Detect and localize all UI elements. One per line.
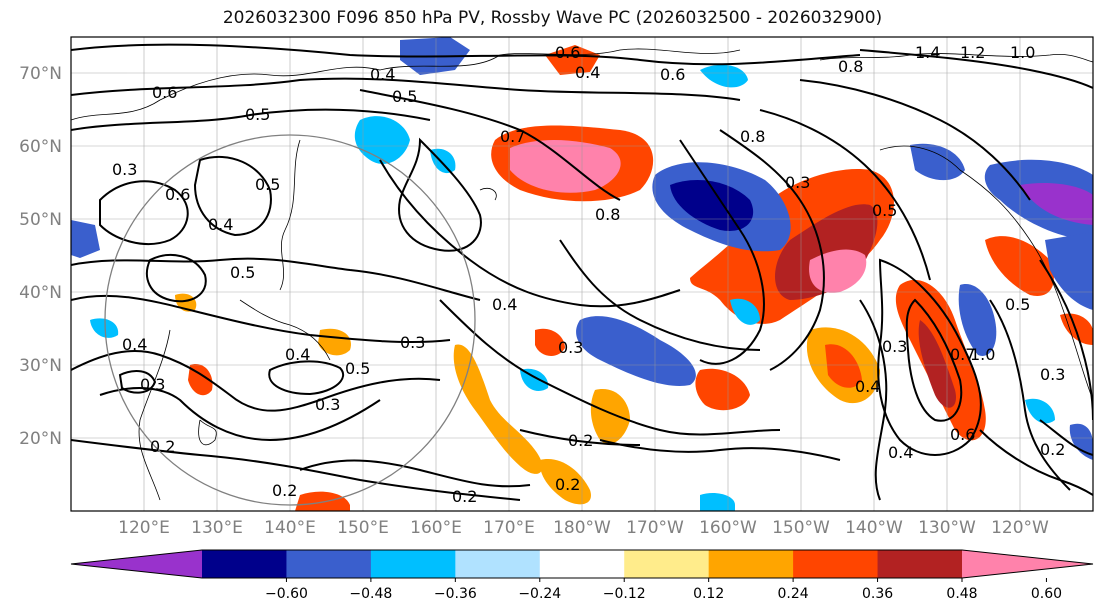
contour-label: 0.5 [872,201,897,220]
lon-label: 120°W [991,518,1049,538]
contour-label: 0.5 [1005,295,1030,314]
contour-label: 0.3 [558,338,583,357]
colorbar-segment [624,550,710,578]
colorbar-outline [70,549,1094,579]
graticule [71,37,1093,511]
lon-label: 180°W [553,518,611,538]
contour-label: 0.5 [392,87,417,106]
contour-label: 0.5 [245,105,270,124]
contour-label: 0.2 [272,481,297,500]
contour-label: 0.3 [400,333,425,352]
lon-label: 140°W [845,518,903,538]
colorbar-extend-low [71,550,202,578]
colorbar-extend-high [962,550,1093,578]
pv-shading-layer [71,37,1093,511]
lon-label: 160°E [410,518,462,538]
colorbar-tick-label: −0.36 [434,586,477,602]
colorbar-segment [708,550,794,578]
contour-label: 0.4 [492,295,517,314]
contour-label: 0.4 [208,215,233,234]
contour-label: 0.2 [568,431,593,450]
colorbar-tick-label: 0.24 [778,586,809,602]
contour-label: 0.4 [285,345,310,364]
pv-contours [71,43,1093,501]
lon-label: 160°W [699,518,757,538]
contour-label: 0.3 [315,395,340,414]
contour-label: 0.5 [345,359,370,378]
contour-label: 0.2 [150,437,175,456]
contour-label: 0.6 [152,83,177,102]
contour-label: 0.8 [838,57,863,76]
lat-label: 30°N [19,356,62,376]
lat-label: 60°N [19,137,62,157]
contour-label: 0.6 [165,185,190,204]
lon-label: 120°E [118,518,170,538]
contour-label: 0.3 [1040,365,1065,384]
contour-label: 0.4 [888,443,913,462]
contour-label: 0.4 [122,335,147,354]
colorbar-tick-label: −0.60 [265,586,308,602]
colorbar-segment [455,550,541,578]
contour-label: 1.2 [960,43,985,62]
lat-label: 70°N [19,64,62,84]
latitude-labels: 70°N 60°N 50°N 40°N 30°N 20°N [19,64,62,449]
contour-labels: 0.6 0.4 0.6 1.4 1.2 1.0 0.8 0.4 0.5 0.6 … [112,43,1065,506]
map-frame [70,36,1094,512]
contour-label: 0.8 [740,127,765,146]
colorbar-segment [370,550,456,578]
contour-label: 0.8 [595,205,620,224]
lat-label: 50°N [19,210,62,230]
colorbar-tick-label: −0.12 [603,586,646,602]
contour-label: 0.7 [950,345,975,364]
contour-label: 1.0 [970,345,995,364]
colorbar: −0.60 −0.48 −0.36 −0.24 −0.12 0.12 0.24 0.36 0.4… [70,549,1094,602]
colorbar-tick-label: −0.24 [518,586,561,602]
colorbar-segment [793,550,879,578]
contour-label: 0.4 [575,63,600,82]
contour-label: 0.4 [855,377,880,396]
contour-label: 0.2 [555,475,580,494]
lon-label: 170°E [483,518,535,538]
lon-label: 150°E [337,518,389,538]
colorbar-segment [286,550,372,578]
lon-label: 130°W [918,518,976,538]
lat-label: 20°N [19,429,62,449]
contour-label: 1.4 [915,43,940,62]
plot-title: 2026032300 F096 850 hPa PV, Rossby Wave … [222,8,883,28]
contour-label: 0.3 [785,173,810,192]
longitude-labels: 120°E 130°E 140°E 150°E 160°E 170°E 180°… [118,518,1049,538]
contour-label: 0.7 [500,127,525,146]
colorbar-tick-label: 0.60 [1031,586,1062,602]
contour-label: 0.3 [112,160,137,179]
lon-label: 130°E [191,518,243,538]
contour-label: 0.2 [452,487,477,506]
colorbar-tick-label: −0.48 [349,586,392,602]
colorbar-segment [539,550,625,578]
colorbar-tick-label: 0.12 [693,586,724,602]
contour-label: 1.0 [1010,43,1035,62]
lat-label: 40°N [19,283,62,303]
contour-label: 0.3 [882,337,907,356]
contour-label: 0.6 [950,425,975,444]
colorbar-segment [877,550,963,578]
lon-label: 170°W [626,518,684,538]
contour-label: 0.6 [660,65,685,84]
contour-label: 0.2 [1040,440,1065,459]
contour-label: 0.4 [370,65,395,84]
colorbar-tick-label: 0.36 [862,586,893,602]
colorbar-segment [202,550,287,578]
lon-label: 150°W [772,518,830,538]
projection-circle [104,134,476,506]
contour-label: 0.6 [555,43,580,62]
colorbar-tick-label: 0.48 [946,586,977,602]
lon-label: 140°E [264,518,316,538]
contour-label: 0.3 [140,375,165,394]
contour-label: 0.5 [255,175,280,194]
coastlines [71,48,1093,501]
contour-label: 0.5 [230,263,255,282]
